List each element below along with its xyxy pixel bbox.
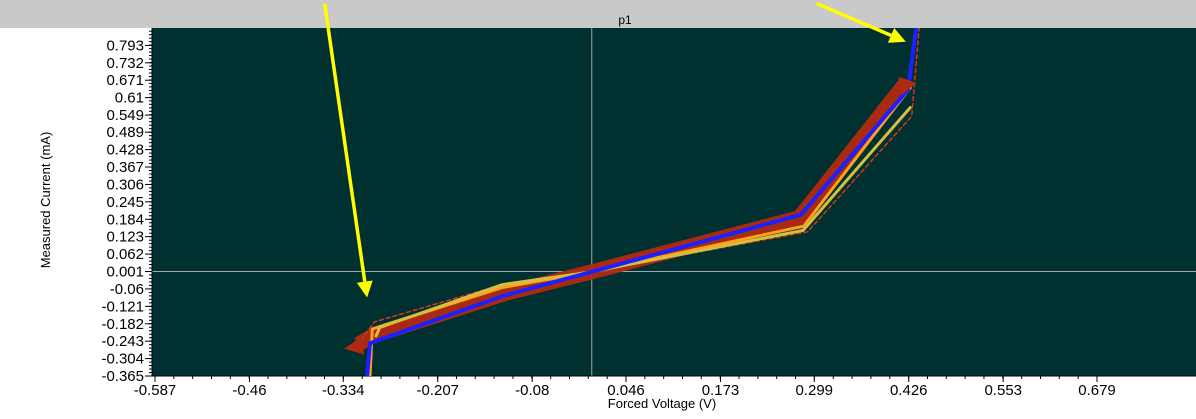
y-tick-label: 0.001 <box>106 264 144 281</box>
x-tick-label: 0.299 <box>795 382 833 399</box>
y-tick-label: 0.793 <box>106 37 144 54</box>
x-tick-label: 0.426 <box>890 382 928 399</box>
y-tick-label: 0.184 <box>106 211 144 228</box>
y-tick-label: -0.243 <box>101 333 144 350</box>
chart-header-bar <box>0 0 1196 28</box>
chart-title: p1 <box>618 13 632 27</box>
annotation-layer <box>322 1 906 298</box>
x-axis-title: Forced Voltage (V) <box>608 396 716 411</box>
y-tick-label: -0.304 <box>101 351 144 368</box>
series-layer <box>344 28 920 376</box>
y-tick-label: 0.062 <box>106 246 144 263</box>
plot-area <box>152 28 1196 376</box>
y-tick-label: 0.306 <box>106 176 144 193</box>
x-tick-label: 0.679 <box>1078 382 1116 399</box>
y-tick-label: 0.671 <box>106 72 144 89</box>
y-tick-label: -0.182 <box>101 316 144 333</box>
x-tick-label: -0.334 <box>322 382 365 399</box>
y-tick-label: 0.123 <box>106 229 144 246</box>
y-tick-label: 0.732 <box>106 55 144 72</box>
series-line-4 <box>374 106 912 338</box>
y-tick-label: 0.428 <box>106 142 144 159</box>
x-tick-label: 0.173 <box>702 382 740 399</box>
y-tick-label: 0.61 <box>115 90 144 107</box>
y-tick-label: -0.06 <box>110 281 144 298</box>
y-tick-label: -0.365 <box>101 368 144 385</box>
annotation-arrow-head-1 <box>356 280 373 298</box>
x-tick-label: 0.046 <box>607 382 645 399</box>
y-axis-title: Measured Current (mA) <box>38 132 53 269</box>
axes-layer: 0.7930.7320.6710.610.5490.4890.4280.3670… <box>101 28 1196 399</box>
annotation-arrow-shaft-2 <box>815 1 892 38</box>
band-end-tip <box>898 76 917 95</box>
y-tick-label: 0.489 <box>106 124 144 141</box>
x-tick-label: -0.587 <box>134 382 177 399</box>
y-tick-label: 0.367 <box>106 159 144 176</box>
band-start-tip <box>344 336 365 355</box>
y-tick-label: 0.245 <box>106 194 144 211</box>
y-tick-label: 0.549 <box>106 107 144 124</box>
annotation-arrow-shaft-1 <box>322 3 367 282</box>
x-tick-label: 0.553 <box>984 382 1022 399</box>
x-tick-label: -0.08 <box>515 382 549 399</box>
y-tick-label: -0.121 <box>101 298 144 315</box>
annotation-arrow-head-2 <box>887 28 906 43</box>
series-group <box>344 28 920 376</box>
x-tick-label: -0.46 <box>232 382 266 399</box>
x-tick-label: -0.207 <box>416 382 459 399</box>
